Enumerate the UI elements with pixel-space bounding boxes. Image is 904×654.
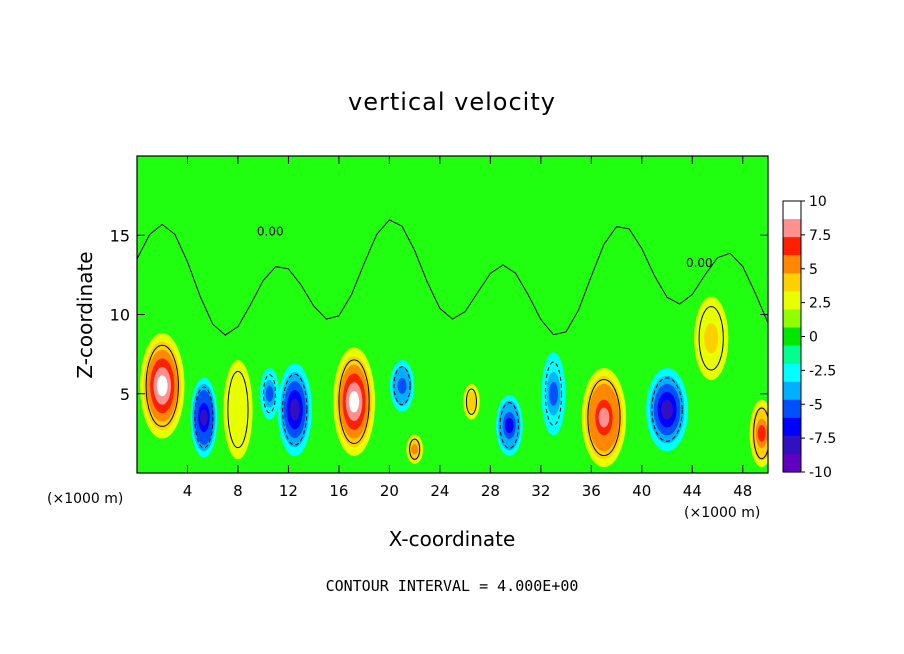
contour-line [194,386,214,449]
velocity-cell [259,367,280,420]
contour-line [338,359,370,445]
velocity-level [289,398,300,421]
colorbar-swatch [783,399,801,419]
x-tick-label: 44 [683,482,702,500]
velocity-level [505,417,514,434]
contour-line [409,438,421,460]
velocity-cell [581,367,627,468]
colorbar-label: 10 [809,194,827,210]
x-tick-label: 32 [531,482,550,500]
colorbar-label: 2.5 [809,296,831,312]
velocity-cell [333,347,375,456]
velocity-cell [406,434,423,464]
velocity-level [704,323,719,354]
colorbar-swatch [783,435,801,455]
plot-area [137,156,768,473]
contour-line [698,306,724,371]
colorbar: 10 7.5 5 2.5 0 -2.5 -5 -7.5 -10 [782,194,836,481]
zero-contour [137,219,768,336]
contour-line [262,374,277,414]
x-tick-label: 24 [430,482,449,500]
contour-lines: 0.00 0.00 [137,219,768,460]
velocity-level [467,395,476,408]
contour-line [465,388,477,415]
colorbar-label: 0 [809,330,818,346]
y-axis-label: Z-coordinate [73,251,97,378]
y-tick-label: 10 [110,306,130,325]
y-axis-ticks: 5 10 15 [110,226,768,404]
colorbar-label: -10 [809,465,832,481]
contour-value-label: 0.00 [257,224,284,238]
x-tick-label: 16 [329,482,348,500]
velocity-cell [140,333,185,439]
colorbar-swatch [783,453,801,473]
colorbar-swatch [783,417,801,437]
colorbar-swatch [783,201,801,220]
colorbar-swatch [783,273,801,292]
x-tick-label: 40 [632,482,651,500]
colorbar-swatch [783,345,801,365]
y-tick-label: 15 [110,226,130,245]
velocity-cell [646,367,688,452]
x-tick-label: 36 [582,482,601,500]
colorbar-swatch [783,219,801,238]
x-tick-label: 20 [380,482,399,500]
chart-title: vertical velocity [348,88,556,116]
colorbar-label: -7.5 [809,431,836,447]
contour-line [544,361,563,426]
contour-line [227,371,249,449]
colorbar-swatch [783,309,801,329]
velocity-level [199,409,208,426]
x-axis-label: X-coordinate [389,527,516,551]
colorbar-swatch [783,237,801,256]
x-tick-label: 8 [233,482,243,500]
velocity-level [397,377,407,394]
x-unit-left: (×1000 m) [47,491,123,507]
colorbar-label: 5 [809,262,818,278]
velocity-cell [694,296,729,380]
contour-line [393,366,411,406]
velocity-level [598,407,610,428]
contour-value-label: 0.00 [686,256,713,270]
colorbar-swatch [783,381,801,401]
velocity-level [231,391,245,428]
velocity-level [156,375,168,397]
contour-line [753,407,768,460]
velocity-level [548,381,558,406]
contour-line [282,373,308,446]
x-axis-ticks: 4 8 12 16 20 24 28 32 36 40 44 48 [183,156,752,500]
colorbar-swatch [783,255,801,274]
colorbar-swatch [783,327,801,347]
velocity-level [348,390,360,413]
velocity-level [757,425,766,442]
contour-line [651,377,683,442]
velocity-level [265,385,274,402]
x-tick-label: 4 [183,482,193,500]
contour-line [499,402,519,449]
x-tick-label: 48 [733,482,752,500]
velocity-cell [463,383,480,420]
contour-line [145,344,179,427]
colorbar-swatch [783,363,801,383]
y-tick-label: 5 [120,385,130,404]
velocity-level [411,444,419,455]
colorbar-label: 7.5 [809,228,831,244]
velocity-cell [277,363,312,456]
x-tick-label: 28 [481,482,500,500]
colorbar-label: -5 [809,397,823,413]
x-tick-label: 12 [279,482,298,500]
velocity-level [661,399,673,420]
colorbar-swatch [783,291,801,310]
colorbar-label: -2.5 [809,363,836,379]
contour-interval-note: CONTOUR INTERVAL = 4.000E+00 [325,577,579,595]
contour-line [587,378,621,457]
velocity-cell [749,399,768,468]
x-unit-right: (×1000 m) [684,505,760,521]
